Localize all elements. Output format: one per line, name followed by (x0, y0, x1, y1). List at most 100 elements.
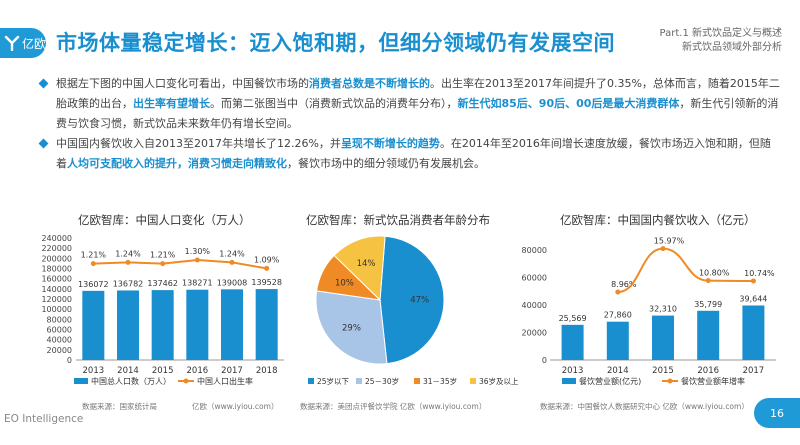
bar-value-label: 136782 (113, 279, 144, 288)
population-bar (117, 290, 139, 360)
rate-value-label: 1.09% (254, 255, 280, 264)
y-tick-label: 240000 (41, 234, 72, 243)
y-tick-label: 180000 (41, 265, 72, 274)
legend-line-marker (183, 378, 189, 384)
pie-value-label: 14% (357, 259, 376, 269)
legend-label: 25岁以下 (317, 376, 350, 386)
legend-line-marker (667, 378, 673, 384)
pie-slice (333, 235, 386, 302)
legend-bar-label: 餐饮营业额(亿元) (579, 376, 641, 386)
bullet-text: 。出生率在2013至2017年间提升了0.35%，总体而言，随着2015年二胎政… (56, 77, 780, 110)
diamond-bullet-icon (38, 138, 49, 149)
y-tick-label: 100000 (41, 305, 72, 314)
y-tick-label: 20000 (47, 346, 72, 355)
bar-value-label: 27,860 (604, 311, 632, 320)
population-bar (221, 289, 243, 360)
legend-label: 25－30岁 (365, 376, 399, 386)
y-tick-label: 160000 (41, 275, 72, 284)
revenue-bar (561, 324, 584, 360)
legend-swatch (470, 378, 476, 384)
legend-line-label: 餐饮营业额年增率 (681, 376, 745, 386)
legend-bar-label: 中国总人口数（万人） (91, 376, 171, 386)
y-tick-label: 200000 (41, 254, 72, 263)
bar-value-label: 32,310 (649, 305, 677, 314)
y-tick-label: 120000 (41, 295, 72, 304)
highlight-text: 新生代如85后、90后、00后是最大消费群体 (457, 97, 680, 110)
x-tick-label: 2013 (562, 366, 584, 376)
pie-value-label: 29% (342, 324, 361, 334)
legend-bar-swatch (74, 378, 88, 384)
revenue-bar (742, 305, 765, 360)
chart2-source: 数据来源：美团点评餐饮学院 亿欧（www.iyiou.com） (300, 402, 487, 411)
y-tick-label: 40000 (47, 336, 72, 345)
bullet-text: 。在2014年至2016年间增长速度放缓，餐饮市场迈入饱和期，但随着 (56, 137, 771, 170)
pie-value-label: 47% (410, 295, 429, 305)
x-tick-label: 2016 (697, 366, 719, 376)
y-tick-label: 0 (542, 356, 547, 365)
growth-rate-point (705, 278, 711, 284)
legend-label: 36岁及以上 (479, 376, 518, 386)
x-tick-label: 2015 (152, 366, 174, 376)
diamond-bullet-icon (38, 78, 49, 89)
population-chart: 0200004000060000800001000001200001400001… (41, 234, 284, 386)
chart3-title: 亿欧智库：中国国内餐饮收入（亿元） (560, 213, 756, 227)
y-tick-label: 0 (67, 356, 72, 365)
y-tick-label: 80000 (522, 246, 547, 255)
bar-value-label: 35,799 (694, 300, 722, 309)
x-tick-label: 2014 (117, 366, 139, 376)
growth-rate-line (617, 247, 754, 294)
x-tick-label: 2015 (652, 366, 674, 376)
chart2-title: 亿欧智库：新式饮品消费者年龄分布 (306, 213, 490, 227)
bullet-text: 中国国内餐饮收入自2013至2017年共增长了12.26%，并 (56, 137, 341, 150)
growth-value-label: 10.80% (699, 269, 730, 278)
y-tick-label: 220000 (41, 244, 72, 253)
revenue-bar (652, 315, 674, 360)
rate-value-label: 1.24% (219, 249, 245, 258)
y-tick-label: 60000 (47, 326, 72, 335)
bullet-item: 中国国内餐饮收入自2013至2017年共增长了12.26%，并呈现不断增长的趋势… (38, 134, 780, 174)
bullet-text: ，新生代引领新的消费与饮食习惯，新式饮品未来数年仍有增长空间。 (56, 97, 779, 130)
population-bar (255, 289, 278, 360)
logo: 亿欧 (0, 28, 46, 58)
birth-rate-point (125, 259, 131, 265)
x-tick-label: 2017 (221, 366, 243, 376)
growth-rate-point (615, 289, 621, 295)
chart1-title: 亿欧智库：中国人口变化（万人） (78, 213, 251, 227)
x-tick-label: 2017 (743, 366, 765, 376)
bar-value-label: 136072 (78, 280, 109, 289)
bar-value-label: 138271 (182, 279, 213, 288)
age-pie-chart: 47% 29% 10%14% 25岁以下 25－30岁 31－35岁 36岁及以上 (308, 235, 518, 386)
birth-rate-point (194, 257, 200, 263)
x-tick-label: 2016 (187, 366, 209, 376)
legend-swatch (356, 378, 362, 384)
y-tick-label: 140000 (41, 285, 72, 294)
bullet-text: ，餐饮市场中的细分领域仍有发展机会。 (287, 157, 485, 170)
y-tick-label: 80000 (47, 315, 72, 324)
revenue-bar (697, 310, 720, 360)
bullet-text: 根据左下图的中国人口变化可看出，中国餐饮市场的 (56, 77, 309, 90)
chart1-credit: 亿欧（www.iyiou.com） (192, 402, 279, 411)
bullet-list: 根据左下图的中国人口变化可看出，中国餐饮市场的消费者总数是不断增长的。出生率在2… (38, 74, 780, 174)
y-tick-label: 40000 (522, 301, 547, 310)
page-number: 16 (754, 398, 800, 428)
growth-rate-point (660, 246, 666, 252)
birth-rate-point (90, 261, 96, 267)
rate-value-label: 1.21% (150, 251, 176, 260)
legend-label: 31－35岁 (423, 376, 457, 386)
chart1-source: 数据来源：国家统计局 (82, 402, 157, 411)
chart3-source: 数据来源：中国餐饮人数据研究中心 亿欧（www.iyiou.com） (540, 402, 749, 411)
legend-swatch (414, 378, 420, 384)
population-bar (151, 290, 174, 360)
population-bar (82, 290, 105, 360)
legend-swatch (308, 378, 314, 384)
highlight-text: 呈现不断增长的趋势 (340, 137, 440, 150)
population-bar (186, 289, 209, 360)
birth-rate-line (93, 258, 267, 270)
y-tick-label: 60000 (522, 274, 547, 283)
bar-value-label: 25,569 (559, 314, 587, 323)
logo-y-icon (4, 35, 20, 51)
pie-slice (315, 290, 388, 365)
legend-line-label: 中国人口出生率 (197, 376, 253, 386)
bar-value-label: 139528 (251, 278, 282, 287)
bullet-item: 根据左下图的中国人口变化可看出，中国餐饮市场的消费者总数是不断增长的。出生率在2… (38, 74, 780, 134)
